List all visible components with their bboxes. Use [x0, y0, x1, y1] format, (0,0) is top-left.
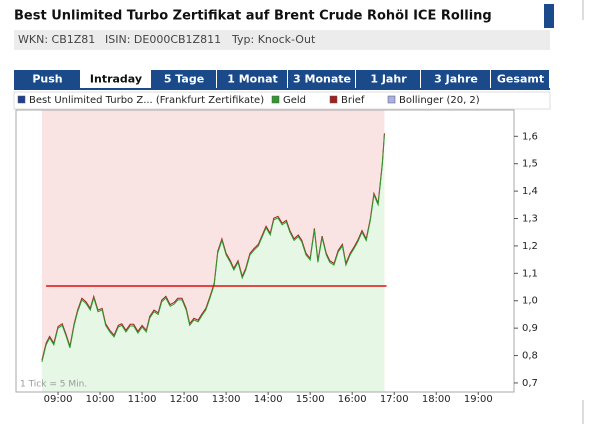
- tab[interactable]: 5 Tage: [151, 70, 216, 88]
- tab-background: [151, 70, 216, 88]
- tab-label: Gesamt: [497, 73, 544, 86]
- tab-label: 1 Jahr: [370, 73, 407, 86]
- y-tick-label: 1,0: [522, 296, 538, 307]
- info-item: WKN: CB1Z81: [18, 33, 95, 46]
- tab[interactable]: Push: [14, 70, 80, 88]
- tab[interactable]: Gesamt: [491, 70, 549, 88]
- x-tick-label: 19:00: [464, 394, 493, 405]
- y-tick-label: 1,2: [522, 241, 538, 252]
- y-tick-label: 1,5: [522, 159, 538, 170]
- y-tick-label: 0,9: [522, 323, 538, 334]
- tab-background: [421, 70, 490, 88]
- x-tick-label: 17:00: [380, 394, 409, 405]
- page-title: Best Unlimited Turbo Zertifikat auf Bren…: [14, 9, 492, 24]
- y-tick-label: 1,1: [522, 268, 538, 279]
- info-item: Typ: Knock-Out: [231, 33, 316, 46]
- tab-label: 5 Tage: [164, 73, 204, 86]
- legend-label: Geld: [283, 95, 306, 106]
- y-tick-label: 0,8: [522, 351, 538, 362]
- x-tick-label: 14:00: [254, 394, 283, 405]
- y-tick-label: 0,7: [522, 378, 538, 389]
- info-bar: [14, 30, 550, 50]
- x-tick-label: 10:00: [86, 394, 115, 405]
- x-tick-label: 12:00: [170, 394, 199, 405]
- tab-background: [81, 70, 150, 88]
- tab-label: 3 Jahre: [434, 73, 478, 86]
- x-tick-label: 15:00: [296, 394, 325, 405]
- tab-label: 1 Monat: [227, 73, 278, 86]
- x-tick-label: 13:00: [212, 394, 241, 405]
- x-tick-label: 11:00: [128, 394, 157, 405]
- tab-background: [14, 70, 80, 88]
- tab-label: Push: [32, 73, 62, 86]
- y-tick-label: 1,3: [522, 214, 538, 225]
- tab[interactable]: 3 Jahre: [421, 70, 490, 88]
- tab-label: 3 Monate: [293, 73, 351, 86]
- tab[interactable]: 1 Jahr: [356, 70, 420, 88]
- tab-background: [356, 70, 420, 88]
- tab-underline: [14, 88, 550, 90]
- y-tick-label: 1,4: [522, 186, 538, 197]
- legend-swatch: [17, 95, 26, 104]
- legend-label: Bollinger (20, 2): [399, 95, 480, 106]
- legend-label: Best Unlimited Turbo Z... (Frankfurt Zer…: [29, 95, 264, 106]
- legend-box: [13, 91, 551, 110]
- tab-label: Intraday: [90, 73, 142, 86]
- tab-background: [217, 70, 287, 88]
- x-tick-label: 09:00: [44, 394, 73, 405]
- legend-swatch: [271, 95, 280, 104]
- x-tick-label: 16:00: [338, 394, 367, 405]
- tab-background: [491, 70, 549, 88]
- annotation: 1 Tick = 5 Min.: [20, 380, 87, 390]
- tab[interactable]: 3 Monate: [288, 70, 355, 88]
- tab[interactable]: Intraday: [81, 70, 150, 88]
- line: [41, 134, 385, 362]
- legend-swatch: [329, 95, 338, 104]
- x-tick-label: 18:00: [422, 394, 451, 405]
- corner-button: [544, 4, 554, 28]
- legend-swatch: [387, 95, 396, 104]
- area: [41, 134, 385, 392]
- tab[interactable]: 1 Monat: [217, 70, 287, 88]
- tab-background: [288, 70, 355, 88]
- legend-label: Brief: [341, 95, 365, 106]
- y-tick-label: 1,6: [522, 131, 538, 142]
- info-item: ISIN: DE000CB1Z811: [105, 33, 221, 46]
